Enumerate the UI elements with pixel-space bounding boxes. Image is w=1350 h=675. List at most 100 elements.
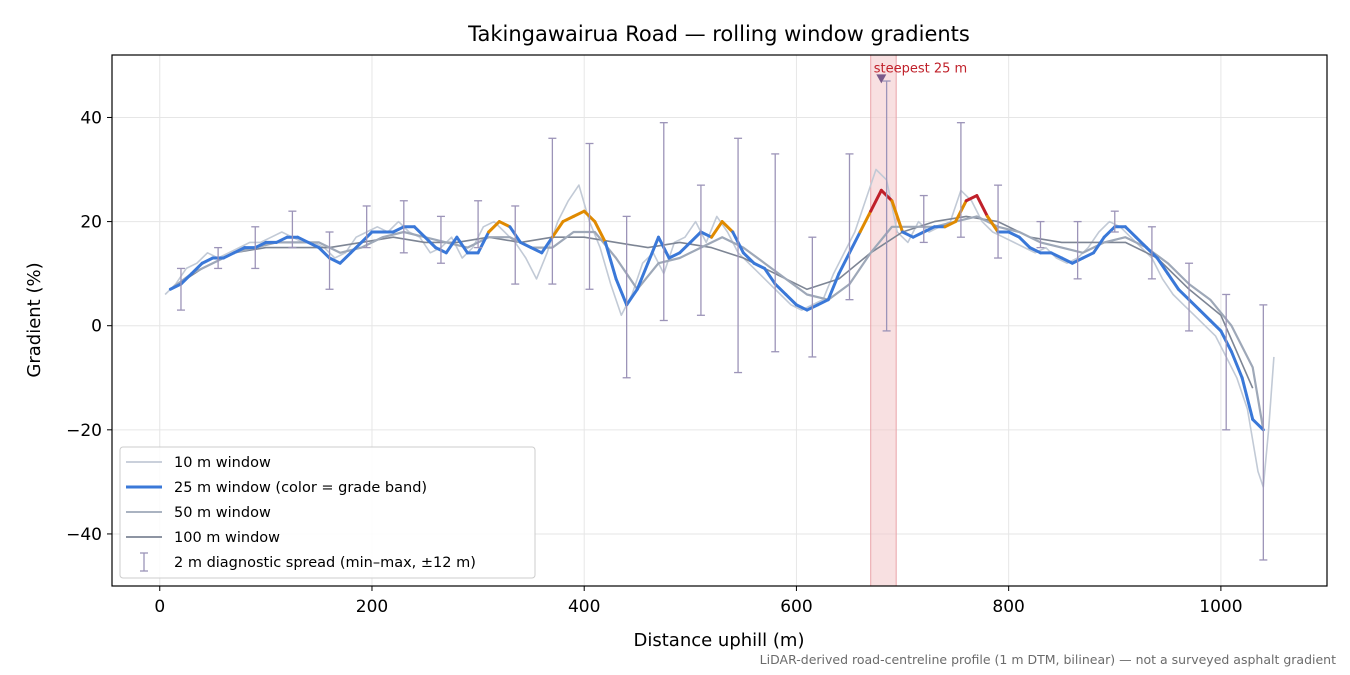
errorbar: [1222, 293, 1231, 431]
errorbar: [511, 205, 520, 285]
x-tick-label: 800: [992, 597, 1024, 617]
errorbar: [176, 267, 185, 311]
series-segment-25m: [922, 225, 936, 234]
errorbar: [734, 137, 743, 374]
series-segment-25m: [1166, 272, 1180, 291]
series-segment-25m: [476, 230, 491, 255]
series-segment-25m: [455, 235, 469, 255]
series-segment-25m: [540, 235, 554, 255]
steepest-highlight: steepest 25 m: [870, 54, 967, 587]
errorbar: [288, 210, 297, 249]
errorbar: [1036, 220, 1045, 249]
x-tick-label: 1000: [1199, 597, 1242, 617]
series-segment-25m: [1123, 225, 1138, 239]
series-line-100m: [169, 215, 1254, 389]
series-segment-25m: [168, 282, 183, 291]
y-tick-label: 20: [80, 213, 102, 233]
series-segment-25m: [773, 282, 788, 296]
errorbar: [251, 226, 260, 270]
x-tick-label: 600: [780, 597, 812, 617]
series-segment-25m: [1007, 230, 1021, 239]
series-segment-25m: [190, 261, 204, 276]
errorbar: [956, 122, 965, 238]
series-segment-25m: [221, 251, 236, 260]
series-segment-25m: [985, 214, 1000, 234]
series-segment-25m: [497, 220, 512, 229]
series-segment-25m: [550, 220, 565, 239]
chart-title: Takingawairua Road — rolling window grad…: [467, 22, 970, 46]
plot-frame: [111, 54, 1328, 587]
series-segment-25m: [614, 277, 629, 307]
errorbar: [474, 200, 483, 249]
series-segment-25m: [1092, 235, 1106, 255]
x-tick-label: 400: [568, 597, 600, 617]
series-segment-25m: [1028, 246, 1042, 255]
legend-box: [119, 446, 536, 579]
errorbar: [362, 205, 371, 249]
series-segment-25m: [1102, 225, 1117, 239]
series-segment-25m: [826, 272, 841, 302]
series-segment-25m: [869, 188, 883, 213]
series-segment-25m: [487, 220, 501, 234]
series-segment-25m: [200, 256, 215, 265]
series-segment-25m: [794, 303, 809, 312]
series-segment-25m: [306, 240, 321, 250]
series-segment-25m: [964, 194, 979, 203]
series-segment-25m: [423, 235, 438, 250]
legend-label-25m: 25 m window (color = grade band): [174, 480, 427, 496]
errorbar: [325, 231, 334, 290]
series-segment-25m: [667, 251, 682, 260]
series-segment-25m: [317, 246, 332, 260]
series-segment-25m: [1017, 235, 1032, 250]
steepest-marker: [876, 74, 887, 84]
series-segment-25m: [1081, 251, 1096, 260]
errorbar: [214, 246, 223, 270]
series-segment-25m: [890, 199, 905, 234]
series-segment-25m: [444, 235, 459, 255]
series-segment-25m: [349, 240, 363, 255]
series-segment-25m: [911, 230, 926, 239]
axis-ticks: 0 200 400 600 800 1000 −40 −20 0 20 40: [66, 108, 1242, 617]
errorbar: [1147, 226, 1156, 280]
series-segment-25m: [1155, 256, 1170, 276]
x-tick-label: 0: [154, 597, 165, 617]
series-segment-25m: [1240, 376, 1255, 421]
series-segment-25m: [253, 240, 268, 250]
y-tick-label: −40: [66, 525, 102, 545]
series-segment-25m: [943, 220, 958, 229]
steepest-band: [870, 54, 897, 587]
series-segment-25m: [752, 261, 767, 270]
series-segment-25m: [1251, 417, 1265, 432]
series-segment-25m: [328, 256, 342, 265]
series-segment-25m: [603, 240, 618, 281]
errorbar: [1110, 210, 1119, 233]
series-segment-25m: [296, 235, 310, 244]
series-segment-25m: [561, 214, 576, 224]
legend-label-100m: 100 m window: [174, 530, 280, 546]
series-segment-25m: [1060, 256, 1074, 265]
series-segment-25m: [816, 298, 830, 307]
y-axis-label: Gradient (%): [24, 262, 45, 377]
series-segment-25m: [975, 194, 989, 218]
series-segment-25m: [646, 235, 660, 265]
errorbar: [659, 122, 668, 322]
y-tick-label: 40: [80, 108, 102, 128]
series-segment-25m: [678, 240, 692, 255]
series-segment-25m: [232, 246, 247, 255]
errorbar: [771, 153, 780, 353]
errorbar: [845, 153, 854, 301]
series-segment-25m: [847, 230, 862, 255]
series-segment-25m: [625, 287, 639, 307]
series-layer: [164, 80, 1275, 561]
errorbar: [585, 142, 594, 290]
series-segment-25m: [901, 230, 915, 239]
legend-swatch-errorbar: [140, 552, 148, 572]
errorbar: [808, 236, 817, 358]
series-line-10m: [164, 168, 1275, 488]
series-segment-25m: [1176, 287, 1191, 302]
errorbar: [1073, 220, 1082, 280]
errorbar: [696, 184, 705, 316]
errorbar: [436, 215, 445, 264]
y-tick-label: 0: [91, 317, 102, 337]
series-segment-25m: [784, 292, 798, 307]
